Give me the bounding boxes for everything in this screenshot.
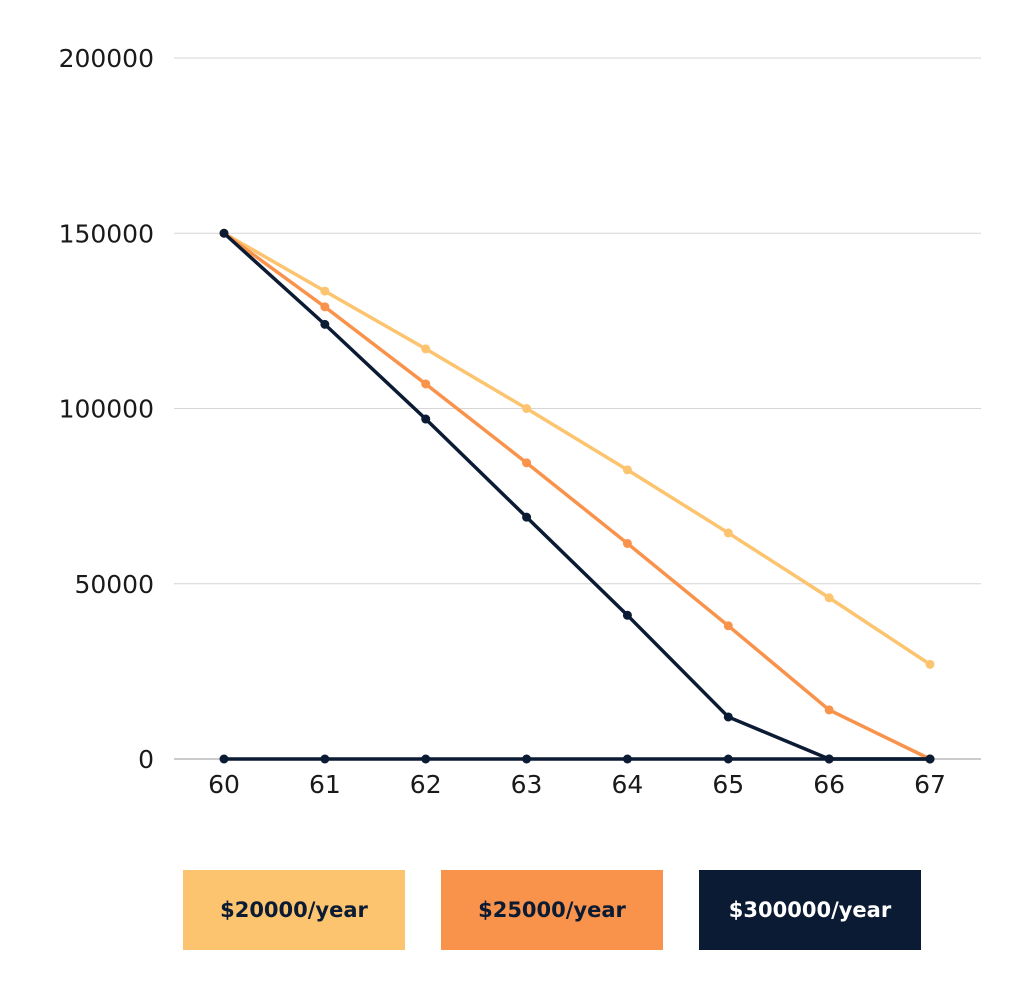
data-point [421,754,431,764]
series-line [222,231,932,761]
x-tick-label: 64 [612,770,644,799]
x-tick-label: 65 [712,770,744,799]
series-line [222,231,932,667]
data-point [824,705,834,715]
data-point [421,414,431,424]
data-point [723,754,733,764]
series-0 [219,228,935,669]
x-tick-label: 63 [511,770,543,799]
data-point [219,228,229,238]
data-point [522,404,532,413]
y-axis-ticks: 200000 150000 100000 50000 0 [59,44,154,774]
data-point [622,754,632,764]
data-point [723,621,733,631]
data-point [421,379,431,389]
data-point [522,512,532,522]
data-point [723,712,733,722]
data-point [219,754,229,764]
gridlines [174,57,981,760]
data-point [522,458,532,468]
y-tick-label: 200000 [59,44,154,73]
y-tick-label: 150000 [59,219,154,248]
data-point [925,754,935,764]
x-tick-label: 67 [914,770,946,799]
y-tick-label: 100000 [59,395,154,424]
legend-item-20000: $20000/year [183,870,405,950]
data-point [622,538,632,548]
x-tick-label: 60 [208,770,240,799]
legend-item-25000: $25000/year [441,870,663,950]
x-axis-ticks: 60 61 62 63 64 65 66 67 [208,770,946,799]
x-tick-label: 61 [309,770,341,799]
x-tick-label: 66 [813,770,845,799]
y-tick-label: 50000 [74,570,154,599]
series-3 [219,754,935,764]
data-point [622,610,632,620]
data-point [824,754,834,764]
data-point [320,754,330,764]
data-point [723,528,733,538]
series-1 [219,228,935,764]
legend-item-300000: $300000/year [699,870,921,950]
legend-label-300000: $300000/year [728,898,892,922]
data-point [522,754,532,764]
data-point [824,593,834,603]
y-tick-label: 0 [138,745,154,774]
x-tick-label: 62 [410,770,442,799]
data-point [622,465,632,475]
data-point [925,659,935,669]
legend-label-25000: $25000/year [478,898,626,922]
data-point [320,286,330,296]
legend-label-20000: $20000/year [220,898,368,922]
data-point [320,319,330,329]
data-point [421,344,431,354]
series-lines [219,228,935,764]
data-point [320,302,330,312]
series-line [222,231,932,761]
